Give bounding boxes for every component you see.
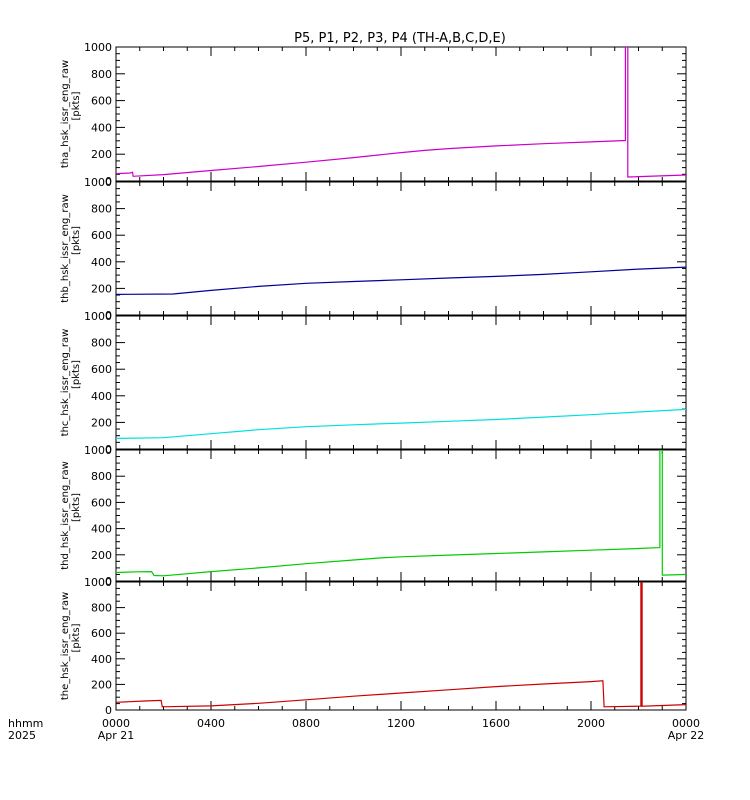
panel-4: 0 200 400 600 800 1000 thd_hsk_issr_eng_raw [pk… (60, 444, 687, 588)
panel-frame (115, 181, 687, 316)
x-date-label: Apr 21 (98, 729, 135, 742)
y-tick-label: 1000 (84, 176, 112, 189)
panel-frame (115, 449, 687, 582)
y-tick-label: 800 (91, 68, 112, 81)
y-tick-label: 0 (105, 443, 112, 456)
y-tick-label: 200 (91, 678, 112, 691)
y-tick-label: 200 (91, 549, 112, 562)
y-axis-units: [pkts] (71, 493, 82, 522)
y-tick-label: 200 (91, 148, 112, 161)
y-axis-label: thc_hsk_issr_eng_raw (60, 329, 71, 437)
x-tick-label: 0000 (672, 717, 700, 730)
y-tick-label: 1000 (84, 576, 112, 589)
y-axis-units: [pkts] (71, 623, 82, 652)
y-tick-label: 800 (91, 203, 112, 216)
y-axis-units: [pkts] (71, 360, 82, 389)
x-tick-label: 1200 (387, 717, 415, 730)
y-axis-label: thb_hsk_issr_eng_raw (60, 194, 71, 303)
y-tick-label: 1000 (84, 444, 112, 457)
x-axis-caption-hhmm: hhmm (8, 717, 43, 730)
panel-3: 0 200 400 600 800 1000 thc_hsk_issr_eng_raw [pk… (60, 310, 687, 456)
x-date-label: Apr 22 (668, 729, 705, 742)
x-tick-label: 0000 (102, 717, 130, 730)
panel-1: 0 200 400 600 800 1000 tha_hsk_issr_eng_raw [pk… (60, 41, 687, 188)
panel-frame (115, 46, 687, 182)
y-tick-label: 800 (91, 337, 112, 350)
panel-frame (115, 315, 687, 450)
y-tick-label: 400 (91, 121, 112, 134)
x-tick-label: 0400 (197, 717, 225, 730)
y-tick-label: 400 (91, 256, 112, 269)
panel-5: 0 200 400 600 800 1000 the_hsk_issr_eng_raw [pk… (60, 576, 687, 717)
panel-2: 0 200 400 600 800 1000 thb_hsk_issr_eng_raw [pk… (60, 176, 687, 322)
y-tick-label: 0 (105, 175, 112, 188)
y-axis-units: [pkts] (71, 91, 82, 120)
y-tick-label: 600 (91, 229, 112, 242)
y-tick-label: 400 (91, 523, 112, 536)
y-tick-label: 0 (105, 575, 112, 588)
x-axis-caption-year: 2025 (8, 729, 36, 742)
y-axis-label: the_hsk_issr_eng_raw (60, 592, 71, 700)
panel-frame (115, 581, 687, 711)
y-tick-label: 600 (91, 95, 112, 108)
y-axis-label: thd_hsk_issr_eng_raw (60, 461, 71, 570)
y-tick-label: 0 (105, 704, 112, 717)
y-tick-label: 1000 (84, 41, 112, 54)
series-line-4 (116, 450, 686, 577)
series-line-1 (116, 47, 686, 178)
y-tick-label: 600 (91, 627, 112, 640)
y-tick-label: 400 (91, 390, 112, 403)
y-tick-label: 0 (105, 309, 112, 322)
y-tick-label: 200 (91, 282, 112, 295)
y-tick-label: 600 (91, 363, 112, 376)
y-tick-label: 600 (91, 496, 112, 509)
x-tick-label: 1600 (482, 717, 510, 730)
y-tick-label: 800 (91, 470, 112, 483)
series-line-5 (116, 582, 686, 708)
series-line-3 (116, 408, 686, 439)
y-tick-label: 1000 (84, 310, 112, 323)
x-tick-label: 2000 (577, 717, 605, 730)
x-tick-label: 0800 (292, 717, 320, 730)
y-tick-label: 800 (91, 602, 112, 615)
y-tick-label: 400 (91, 653, 112, 666)
y-axis-label: tha_hsk_issr_eng_raw (60, 60, 71, 168)
series-line-2 (116, 266, 686, 295)
y-tick-label: 200 (91, 416, 112, 429)
chart-title: P5, P1, P2, P3, P4 (TH-A,B,C,D,E) (294, 31, 506, 46)
y-axis-units: [pkts] (71, 226, 82, 255)
